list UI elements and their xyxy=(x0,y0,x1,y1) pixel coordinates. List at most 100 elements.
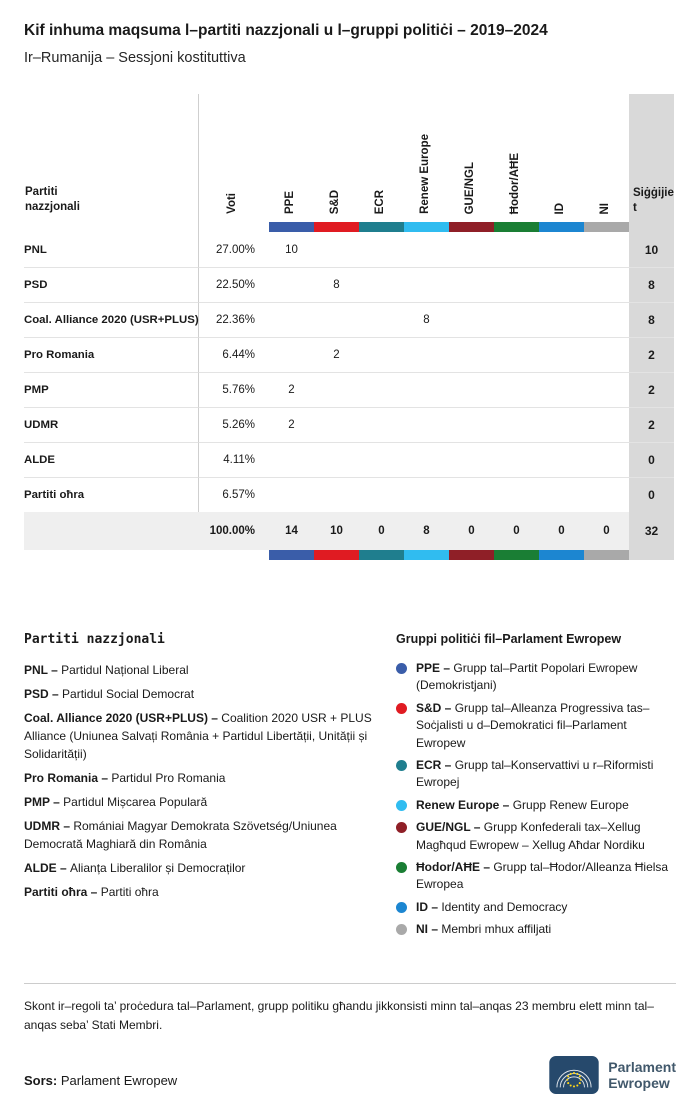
seat-cell-ni xyxy=(584,372,629,407)
group-color-dot xyxy=(396,759,407,771)
group-legend-text: Renew Europe – Grupp Renew Europe xyxy=(416,797,629,812)
total-id: 0 xyxy=(539,512,584,550)
group-legend-item: NI – Membri mhux affiljati xyxy=(396,921,676,938)
seat-cell-renew: 8 xyxy=(404,302,449,337)
seat-cell-ppe: 2 xyxy=(269,407,314,442)
seats-value: 8 xyxy=(629,267,674,302)
seat-cell-gue-ngl xyxy=(449,407,494,442)
source-line: Sors: Parlament Ewropew xyxy=(24,1073,177,1088)
column-header-gue-ngl: GUE/NGL xyxy=(463,161,476,214)
seat-cell-ppe xyxy=(269,267,314,302)
legend-groups-heading: Gruppi politiċi fil–Parlament Ewropew xyxy=(396,632,622,646)
voti-value: 27.00% xyxy=(215,243,255,256)
column-header-voti: Voti xyxy=(226,193,238,214)
seat-cell-hodor-ahe xyxy=(494,267,539,302)
party-name: ALDE xyxy=(24,442,199,477)
party-name: PNL xyxy=(24,232,199,267)
column-header-hodor-ahe: Ħodor/AĦE xyxy=(508,152,521,214)
party-legend-item: Partiti oħra – Partiti oħra xyxy=(24,885,159,899)
party-name: Pro Romania xyxy=(24,337,199,372)
party-name: UDMR xyxy=(24,407,199,442)
seat-cell-renew xyxy=(404,267,449,302)
group-legend-item: GUE/NGL – Grupp Konfederali tax–Xellug M… xyxy=(396,819,676,854)
footer-color-strip-ecr xyxy=(359,550,404,560)
seat-cell-ni xyxy=(584,337,629,372)
total-gue-ngl: 0 xyxy=(449,512,494,550)
seat-cell-ppe: 10 xyxy=(285,243,298,256)
footer: Sors: Parlament Ewropew xyxy=(24,1056,676,1094)
seat-cell-hodor-ahe xyxy=(494,372,539,407)
seat-cell-gue-ngl xyxy=(449,302,494,337)
seat-cell-sd xyxy=(314,232,359,267)
seat-cell-ecr xyxy=(359,302,404,337)
seat-cell-id xyxy=(539,232,584,267)
total-sd: 10 xyxy=(314,512,359,550)
seat-cell-gue-ngl xyxy=(449,232,494,267)
voti-value: 5.76% xyxy=(199,372,269,407)
legend-parties-list: PNL – Partidul Național Liberal PSD – Par… xyxy=(24,661,376,901)
ep-logo-text: Parlament Ewropew xyxy=(608,1059,676,1091)
column-header-sd: S&D xyxy=(328,189,341,214)
seat-cell-ni xyxy=(584,407,629,442)
group-color-dot xyxy=(396,663,407,674)
group-color-dot xyxy=(396,702,407,714)
footer-strip-spacer xyxy=(24,550,199,560)
seat-cell-renew xyxy=(404,372,449,407)
total-ppe: 14 xyxy=(269,512,314,550)
voti-value: 6.57% xyxy=(199,477,269,512)
column-header-ppe: PPE xyxy=(283,190,296,214)
seat-cell-ppe xyxy=(269,477,314,512)
group-color-dot xyxy=(396,799,407,811)
seats-value: 8 xyxy=(629,302,674,337)
seat-cell-gue-ngl xyxy=(449,477,494,512)
seat-cell-ni xyxy=(584,267,629,302)
column-header-seats: Siġġijiet xyxy=(629,94,674,222)
group-legend-item: S&D – Grupp tal–Alleanza Progressiva tas… xyxy=(396,700,676,752)
seat-cell-ecr xyxy=(359,232,404,267)
column-header-ni: NI xyxy=(598,202,611,215)
party-legend-item: PNL – Partidul Național Liberal xyxy=(24,663,189,677)
seat-cell-id xyxy=(539,302,584,337)
seat-cell-sd xyxy=(314,372,359,407)
seat-cell-sd xyxy=(314,407,359,442)
source-value: Parlament Ewropew xyxy=(60,1073,178,1088)
footer-color-strip-ni xyxy=(584,550,629,560)
ep-logo: Parlament Ewropew xyxy=(549,1056,676,1094)
footer-color-strip-ppe xyxy=(269,550,314,560)
seat-cell-hodor-ahe xyxy=(494,442,539,477)
seat-cell-ppe: 2 xyxy=(269,372,314,407)
seat-cell-id xyxy=(539,372,584,407)
seat-cell-id xyxy=(539,267,584,302)
party-name: PSD xyxy=(24,267,199,302)
party-name: Partiti oħra xyxy=(24,477,199,512)
footer-strip-voti xyxy=(199,550,269,560)
seats-value: 0 xyxy=(629,442,674,477)
group-color-dot xyxy=(396,861,407,873)
group-color-dot xyxy=(396,901,407,913)
seat-cell-sd xyxy=(314,302,359,337)
voti-value: 22.50% xyxy=(199,267,269,302)
footer-color-strip-hodor-ahe xyxy=(494,550,539,560)
page-title: Kif inhuma maqsuma l–partiti nazzjonali … xyxy=(24,22,548,39)
seat-cell-id xyxy=(539,407,584,442)
seats-value: 2 xyxy=(629,337,674,372)
voti-value: 22.36% xyxy=(199,302,269,337)
header-color-strip-ni xyxy=(584,222,629,232)
seat-cell-sd xyxy=(314,477,359,512)
seat-cell-renew xyxy=(404,477,449,512)
seat-cell-gue-ngl xyxy=(449,372,494,407)
group-legend-text: Ħodor/AĦE – Grupp tal–Ħodor/Alleanza Ħie… xyxy=(416,859,669,892)
results-table: Partiti nazzjonali Voti PPE S&D ECR Renew Eur… xyxy=(24,94,674,560)
seat-cell-sd: 2 xyxy=(314,337,359,372)
total-renew: 8 xyxy=(404,512,449,550)
seat-cell-gue-ngl xyxy=(449,337,494,372)
legend-parties-heading: Partiti nazzjonali xyxy=(24,632,165,647)
group-legend-text: PPE – Grupp tal–Partit Popolari Ewropew … xyxy=(416,661,638,693)
ep-logo-mark xyxy=(549,1056,599,1094)
group-legend-text: GUE/NGL – Grupp Konfederali tax–Xellug M… xyxy=(416,820,645,852)
party-legend-item: PSD – Partidul Social Democrat xyxy=(24,687,195,701)
seat-cell-gue-ngl xyxy=(449,267,494,302)
seat-cell-sd xyxy=(314,442,359,477)
column-header-renew: Renew Europe xyxy=(418,134,431,214)
